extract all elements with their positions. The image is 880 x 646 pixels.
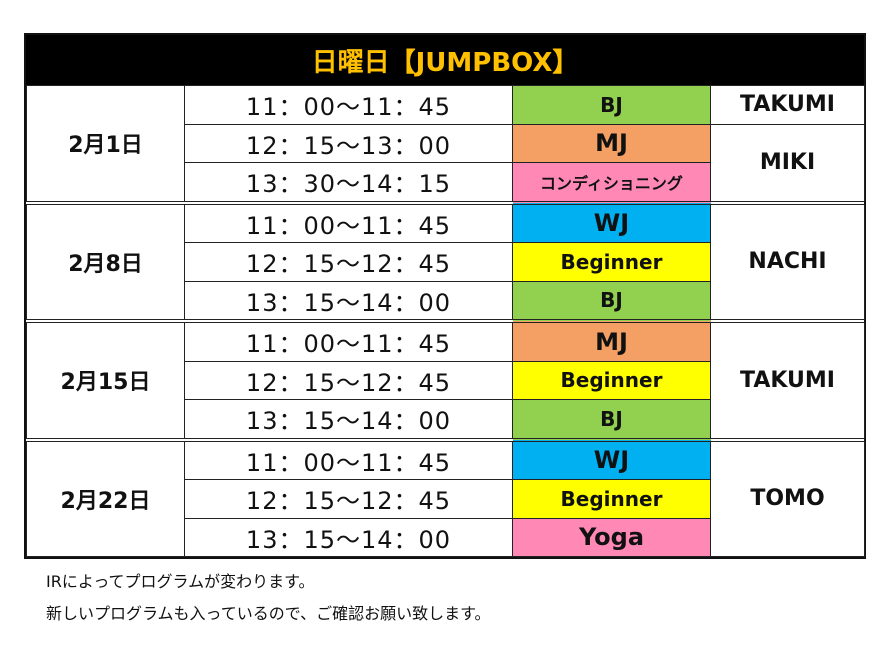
time-cell: 12：15〜12：45 [184,479,513,519]
program-cell: MJ [512,319,711,362]
program-cell: WJ [512,437,711,480]
time-cell: 13：15〜14：00 [184,280,513,322]
time-cell: 11：00〜11：45 [184,319,513,362]
table-row: 2月15日 11：00〜11：45 MJ TAKUMI [26,319,865,440]
program-cell: Beginner [512,360,711,400]
date-cell: 2月1日 [26,85,185,203]
note: 新しいプログラムも入っているので、ご確認お願い致します。 [46,604,491,623]
time-cell: 13：30〜14：15 [184,162,513,203]
time-cell: 11：00〜11：45 [184,85,513,125]
time-cell: 12：15〜12：45 [184,360,513,400]
instructor-cell: TAKUMI [710,319,865,440]
instructor-cell: TOMO [710,437,865,557]
date-cell: 2月22日 [26,437,185,557]
time-cell: 11：00〜11：45 [184,200,513,243]
table-row: 13：15〜14：00 BJ [27,399,865,440]
program-cell: BJ [512,280,711,322]
table-row: 12：15〜12：45 Beginner [27,242,865,282]
date-cell: 2月15日 [26,319,185,440]
schedule-table: 2月1日 11：00〜11：45 BJ TAKUMI 12：15〜13：00 MJ MIKI… [26,85,865,557]
note: IRによってプログラムが変わります。 [46,572,315,591]
instructor-cell: MIKI [710,123,865,203]
schedule-title: 日曜日【JUMPBOX】 [26,35,864,85]
time-cell: 13：15〜14：00 [184,517,513,557]
program-cell: BJ [512,399,711,440]
program-cell: コンディショニング [512,162,711,203]
program-cell: WJ [512,200,711,243]
program-cell: Yoga [512,517,711,557]
table-row: 13：15〜14：00 Yoga [27,517,865,557]
table-row: 12：15〜12：45 Beginner [27,360,865,400]
table-row: 2月22日 11：00〜11：45 WJ TOMO [26,437,865,557]
program-cell: MJ [512,123,711,163]
instructor-cell: NACHI [710,200,865,322]
time-cell: 12：15〜13：00 [184,123,513,163]
schedule: 日曜日【JUMPBOX】 2月1日 11：00〜11：45 BJ TAKUMI 12：1… [24,33,866,559]
time-cell: 11：00〜11：45 [184,437,513,480]
instructor-cell: TAKUMI [710,85,865,125]
table-row: 2月1日 11：00〜11：45 BJ TAKUMI [26,85,865,203]
date-cell: 2月8日 [26,200,185,322]
table-row: 12：15〜12：45 Beginner [27,479,865,519]
program-cell: Beginner [512,242,711,282]
program-cell: Beginner [512,479,711,519]
time-cell: 12：15〜12：45 [184,242,513,282]
table-row: 13：30〜14：15 コンディショニング [27,162,865,203]
program-cell: BJ [512,85,711,125]
notes: IRによってプログラムが変わります。 新しいプログラムも入っているので、ご確認お… [46,566,490,630]
table-row: 2月8日 11：00〜11：45 WJ NACHI [26,200,865,322]
time-cell: 13：15〜14：00 [184,399,513,440]
